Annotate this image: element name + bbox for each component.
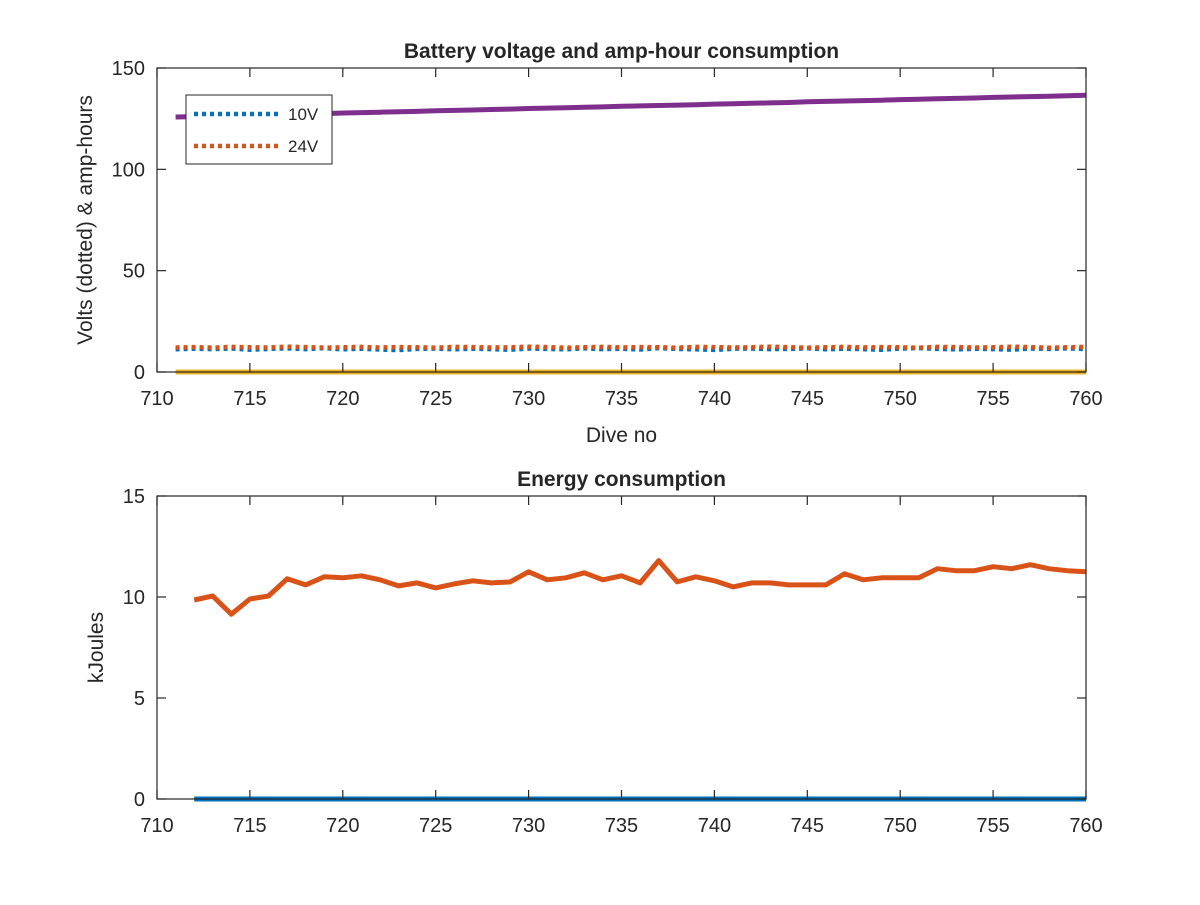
x-tick-label: 715: [233, 815, 266, 837]
x-tick-label: 730: [512, 815, 545, 837]
x-tick-label: 740: [698, 388, 731, 410]
energy-series-layer: [193, 558, 1087, 802]
x-tick-label: 710: [140, 815, 173, 837]
x-tick-label: 725: [419, 815, 452, 837]
x-tick-label: 720: [326, 388, 359, 410]
legend-box: [185, 94, 333, 165]
energy-line: [193, 558, 1087, 617]
x-tick-label: 735: [605, 815, 638, 837]
x-tick-label: 760: [1069, 388, 1102, 410]
energy-title: Energy consumption: [517, 468, 726, 491]
y-tick-label: 10: [123, 587, 145, 609]
x-tick-label: 720: [326, 815, 359, 837]
voltage-amphour-axes: 710 715 720 725 730 735 740 745 750 755 760 0 50 100 1…: [74, 40, 1103, 447]
x-tick-label: 750: [884, 388, 917, 410]
voltage-amphour-title: Battery voltage and amp-hour consumption: [404, 40, 839, 63]
x-tick-label: 725: [419, 388, 452, 410]
legend-label-24v: 24V: [288, 137, 319, 156]
x-tick-label: 715: [233, 388, 266, 410]
x-tick-label: 740: [698, 815, 731, 837]
voltage-amphour-y-axis-label: Volts (dotted) & amp-hours: [74, 95, 97, 345]
legend-label-10v: 10V: [288, 105, 319, 124]
energy-y-axis-label: kJoules: [85, 612, 108, 683]
x-tick-label: 735: [605, 388, 638, 410]
voltage-amphour-ticks: 710 715 720 725 730 735 740 745 750 755 760 0 50 100 1…: [112, 58, 1103, 410]
x-tick-label: 760: [1069, 815, 1102, 837]
x-tick-label: 730: [512, 388, 545, 410]
voltage-24v-line: [175, 344, 1087, 350]
y-tick-label: 0: [134, 362, 145, 384]
x-tick-label: 710: [140, 388, 173, 410]
y-tick-label: 100: [112, 159, 145, 181]
x-tick-label: 745: [791, 815, 824, 837]
x-tick-label: 755: [976, 388, 1009, 410]
y-tick-label: 5: [134, 688, 145, 710]
x-tick-label: 750: [884, 815, 917, 837]
energy-axes-box: [156, 495, 1087, 800]
y-tick-label: 15: [123, 486, 145, 508]
x-tick-label: 755: [976, 815, 1009, 837]
x-tick-label: 745: [791, 388, 824, 410]
y-tick-label: 150: [112, 58, 145, 80]
legend: 10V 24V: [185, 94, 333, 165]
y-tick-label: 50: [123, 261, 145, 283]
voltage-amphour-x-axis-label: Dive no: [586, 424, 657, 447]
energy-ticks: 710 715 720 725 730 735 740 745 750 755 760 0 5 10 15: [123, 486, 1103, 837]
y-tick-label: 0: [134, 789, 145, 811]
energy-axes: 710 715 720 725 730 735 740 745 750 755 760051015 …: [85, 468, 1103, 837]
